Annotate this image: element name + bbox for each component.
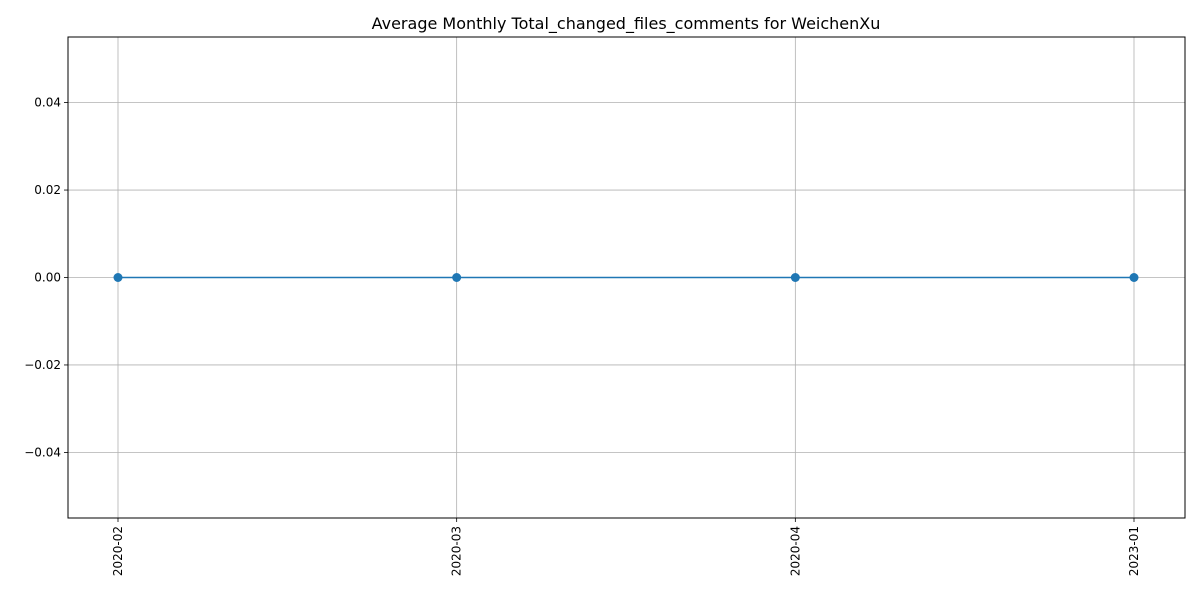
y-axis: −0.04 −0.02 0.00 0.02 0.04 — [24, 96, 68, 459]
x-tick-label: 2023-01 — [1127, 526, 1141, 576]
y-tick-label: −0.04 — [24, 445, 61, 459]
y-tick-label: 0.04 — [34, 96, 61, 110]
data-point — [1129, 273, 1139, 282]
y-tick-label: 0.00 — [34, 271, 61, 285]
x-tick-label: 2020-03 — [450, 526, 464, 576]
data-point — [452, 273, 462, 282]
data-point — [790, 273, 800, 282]
chart-title: Average Monthly Total_changed_files_comm… — [372, 14, 881, 34]
y-tick-label: −0.02 — [24, 358, 61, 372]
x-axis: 2020-02 2020-03 2020-04 2023-01 — [111, 518, 1141, 576]
x-tick-label: 2020-04 — [788, 526, 802, 576]
y-tick-label: 0.02 — [34, 183, 61, 197]
x-tick-label: 2020-02 — [111, 526, 125, 576]
data-series — [113, 273, 1139, 282]
data-point — [113, 273, 123, 282]
series-group — [113, 273, 1139, 282]
